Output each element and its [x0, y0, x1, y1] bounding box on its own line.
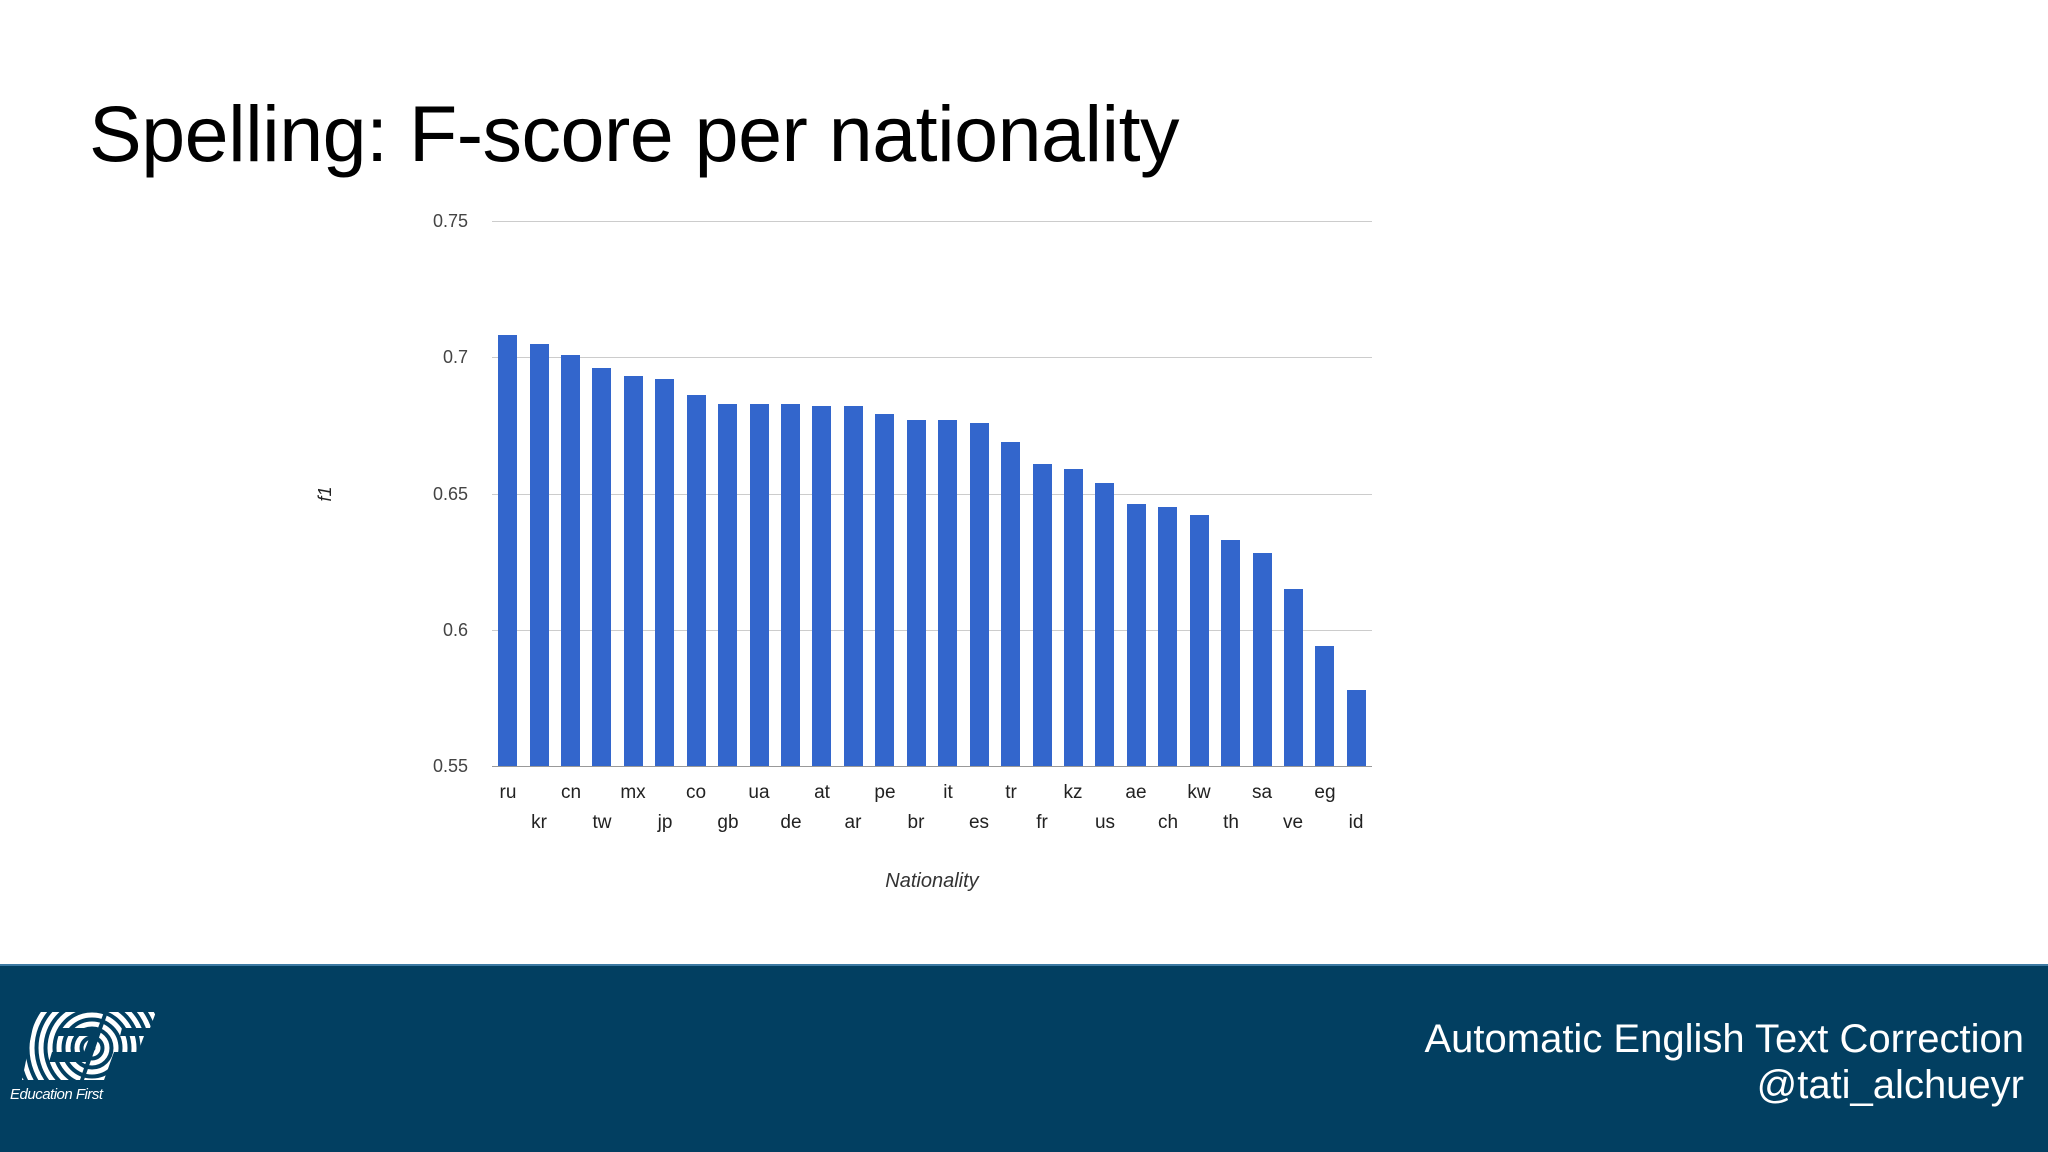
x-tick-label: pe	[874, 782, 896, 803]
gridline	[492, 766, 1372, 767]
y-axis-title: f1	[315, 486, 335, 502]
bar-ar	[844, 406, 863, 766]
gridline	[492, 494, 1372, 495]
y-tick-label: 0.7	[442, 347, 468, 367]
logo-caption: Education First	[10, 1086, 103, 1103]
x-tick-label: kr	[531, 812, 547, 833]
x-tick-label: fr	[1036, 812, 1048, 833]
bar-br	[907, 420, 926, 766]
bar-at	[812, 406, 831, 766]
slide-title: Spelling: F-score per nationality	[89, 89, 1180, 178]
x-tick-label: co	[685, 782, 707, 803]
x-tick-label: es	[968, 812, 990, 833]
bar-tr	[1001, 442, 1020, 766]
x-tick-label: ar	[844, 812, 862, 833]
y-tick-label: 0.55	[432, 756, 468, 776]
bar-ua	[750, 404, 769, 766]
gridline	[492, 630, 1372, 631]
bar-de	[781, 404, 800, 766]
x-tick-label: tr	[1005, 782, 1017, 803]
x-tick-label: sa	[1251, 782, 1273, 803]
bar-pe	[875, 414, 894, 766]
x-tick-label: us	[1094, 812, 1116, 833]
x-tick-label: kw	[1187, 782, 1211, 803]
bar-sa	[1253, 553, 1272, 766]
presentation-title: Automatic English Text Correction	[1424, 1017, 2024, 1061]
bar-jp	[655, 379, 674, 766]
gridline	[492, 221, 1372, 222]
bar-id	[1347, 690, 1366, 766]
x-tick-label: gb	[717, 812, 739, 833]
x-tick-label: cn	[560, 782, 582, 803]
footer-bar: Education First Automatic English Text C…	[0, 964, 2048, 1152]
x-tick-label: ua	[748, 782, 770, 803]
y-tick-label: 0.6	[442, 620, 468, 640]
y-tick-label: 0.75	[432, 211, 468, 231]
author-handle: @tati_alchueyr	[1756, 1063, 2024, 1107]
x-tick-label: tw	[592, 812, 612, 833]
x-tick-label: it	[943, 782, 953, 803]
x-tick-label: br	[907, 812, 925, 833]
x-tick-label: ru	[499, 782, 517, 803]
x-tick-label: th	[1223, 812, 1239, 833]
bar-cn	[561, 355, 580, 766]
bar-it	[938, 420, 957, 766]
x-tick-label: ae	[1125, 782, 1147, 803]
bar-fr	[1033, 464, 1052, 766]
bar-mx	[624, 376, 643, 766]
y-tick-label: 0.65	[432, 484, 468, 504]
bar-us	[1095, 483, 1114, 766]
x-tick-label: eg	[1314, 782, 1336, 803]
x-tick-label: ve	[1282, 812, 1304, 833]
bar-kw	[1190, 515, 1209, 766]
x-tick-label: kz	[1063, 782, 1083, 803]
bar-eg	[1315, 646, 1334, 766]
ef-logo-graphic	[22, 1012, 156, 1080]
bar-kr	[530, 344, 549, 766]
bar-chart: f1 Nationality 0.75 0.7 0.65 0.6 0.55 ru kr cn t…	[315, 211, 1372, 892]
x-axis-title: Nationality	[885, 870, 979, 892]
footer-text: Automatic English Text Correction @tati_…	[1424, 1016, 2024, 1108]
bar-co	[687, 395, 706, 766]
x-tick-label: at	[814, 782, 830, 803]
x-tick-label: de	[780, 812, 802, 833]
bar-ae	[1127, 504, 1146, 766]
bar-ve	[1284, 589, 1303, 766]
x-tick-label: jp	[657, 812, 673, 833]
bar-kz	[1064, 469, 1083, 766]
x-tick-label: id	[1348, 812, 1364, 833]
bar-es	[970, 423, 989, 766]
x-tick-label: mx	[620, 782, 646, 803]
ef-logo-icon	[14, 1010, 164, 1110]
x-tick-label: ch	[1157, 812, 1179, 833]
bar-th	[1221, 540, 1240, 766]
bar-ru	[498, 335, 517, 766]
bar-gb	[718, 404, 737, 766]
gridline	[492, 357, 1372, 358]
bar-tw	[592, 368, 611, 766]
bar-ch	[1158, 507, 1177, 766]
